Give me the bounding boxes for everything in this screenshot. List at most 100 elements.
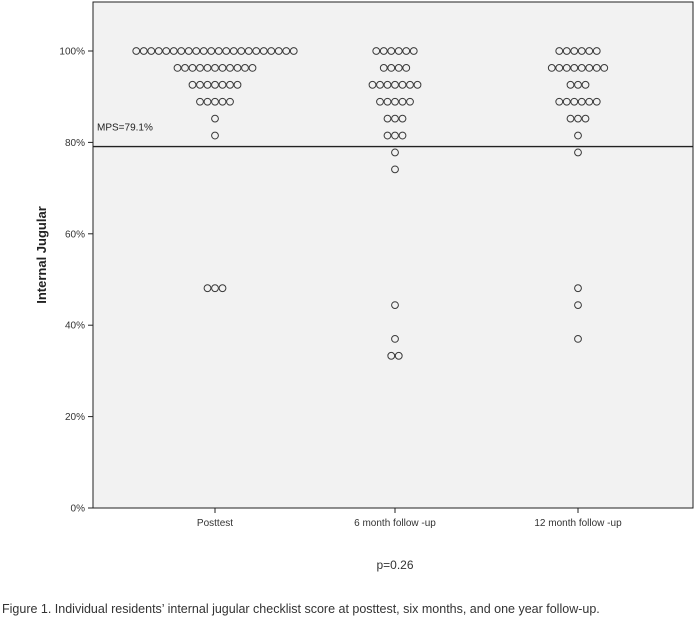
data-point [391, 148, 399, 157]
data-point [229, 47, 238, 55]
data-point [574, 80, 582, 89]
data-point [196, 97, 204, 106]
data-point [203, 64, 212, 72]
data-point [394, 64, 403, 72]
data-point [181, 64, 189, 72]
data-point [207, 47, 216, 55]
data-point [218, 284, 227, 293]
data-point [132, 47, 141, 55]
data-point [413, 80, 422, 89]
x-category-label: Posttest [197, 518, 233, 529]
y-tick-label: 80% [65, 138, 85, 149]
data-point [203, 80, 212, 89]
data-point [600, 64, 609, 72]
data-point [566, 114, 575, 123]
y-tick-label: 20% [65, 412, 85, 423]
data-point [237, 47, 246, 55]
data-point [147, 47, 156, 55]
data-point [577, 47, 586, 55]
data-point [577, 64, 586, 72]
data-point [409, 47, 418, 55]
data-point [402, 47, 411, 55]
data-point [383, 114, 392, 123]
data-point [398, 97, 407, 106]
data-point [226, 97, 234, 106]
data-point [592, 97, 601, 106]
y-tick-label: 100% [59, 47, 85, 58]
data-point [226, 80, 234, 89]
data-point [394, 47, 403, 55]
p-value-label: p=0.26 [376, 558, 414, 572]
data-point [188, 64, 197, 72]
data-point [196, 80, 204, 89]
data-point [592, 64, 601, 72]
data-point [211, 64, 219, 72]
data-point [222, 47, 231, 55]
data-point [233, 80, 242, 89]
data-point [177, 47, 186, 55]
data-point [585, 64, 594, 72]
data-point [188, 80, 197, 89]
data-point [376, 97, 384, 106]
data-point [379, 47, 388, 55]
data-point [555, 97, 564, 106]
data-point [203, 284, 212, 293]
data-point [211, 284, 219, 293]
reference-line-label: MPS=79.1% [97, 123, 153, 134]
data-point [398, 131, 407, 140]
data-point [398, 114, 407, 123]
data-point [282, 47, 291, 55]
data-point [274, 47, 283, 55]
data-point [376, 80, 384, 89]
data-point [383, 80, 392, 89]
data-point [248, 64, 257, 72]
y-tick-label: 60% [65, 229, 85, 240]
data-point [244, 47, 253, 55]
data-point [139, 47, 148, 55]
data-point [184, 47, 193, 55]
x-category-label: 6 month follow -up [354, 518, 436, 529]
data-point [218, 80, 227, 89]
data-point [570, 47, 579, 55]
x-category-label: 12 month follow -up [534, 518, 622, 529]
data-point [570, 97, 579, 106]
data-point [574, 335, 582, 343]
data-point [391, 80, 399, 89]
data-point [241, 64, 249, 72]
data-point [406, 80, 414, 89]
y-tick-label: 40% [65, 321, 85, 332]
data-point [379, 64, 388, 72]
data-point [211, 80, 219, 89]
data-point [574, 114, 582, 123]
data-point [391, 114, 399, 123]
data-point [391, 301, 399, 309]
data-point [574, 148, 582, 157]
data-point [214, 47, 223, 55]
data-point [383, 131, 392, 140]
data-point [585, 47, 594, 55]
data-point [562, 64, 571, 72]
data-point [581, 114, 590, 123]
y-tick-label: 0% [71, 504, 86, 515]
data-point [574, 284, 582, 293]
data-point [562, 47, 571, 55]
data-point [566, 80, 575, 89]
data-point [387, 47, 396, 55]
data-point [368, 80, 377, 89]
data-point [192, 47, 201, 55]
plot-area [92, 1, 694, 509]
data-point [218, 64, 227, 72]
data-point [391, 165, 399, 174]
data-point [169, 47, 178, 55]
data-point [252, 47, 261, 55]
data-point [259, 47, 268, 55]
data-point [173, 64, 182, 72]
data-point [203, 97, 212, 106]
data-point [547, 64, 556, 72]
data-point [162, 47, 171, 55]
data-point [226, 64, 234, 72]
data-point [555, 64, 564, 72]
data-point [391, 131, 399, 140]
data-point [398, 80, 407, 89]
